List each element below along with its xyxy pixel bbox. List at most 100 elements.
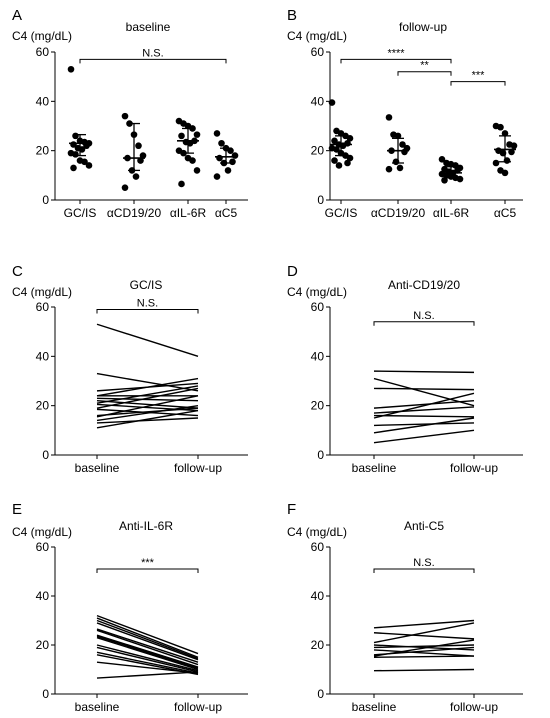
- panel-a-data-point: [121, 112, 129, 120]
- panel-e-y-tick-label: 0: [42, 687, 49, 701]
- panel-e-sig-bracket: [96, 568, 199, 574]
- panel-b-data-point: [501, 130, 509, 137]
- panel-e-ylabel: C4 (mg/dL): [12, 525, 72, 539]
- panel-f-x-tick-label: baseline: [352, 700, 397, 714]
- panel-f-subject-line: [373, 668, 475, 672]
- panel-b-x-tick-label: GC/IS: [325, 206, 358, 220]
- panel-f-y-tick-label: 0: [317, 687, 324, 701]
- panel-a-data-point: [139, 152, 147, 159]
- panel-d-subject-line: [373, 417, 475, 434]
- panel-a-data-point: [178, 132, 185, 140]
- panel-f-subject-line: [373, 655, 475, 658]
- panel-b-data-point: [394, 132, 402, 140]
- panel-c-subject-line: [96, 409, 199, 429]
- panel-f-subject-line: [373, 644, 475, 649]
- panel-b-data-point: [441, 176, 448, 184]
- panel-c-x-tick-label: follow-up: [174, 461, 222, 475]
- panel-f-subject-line: [373, 649, 475, 657]
- panel-b-data-point: [385, 165, 393, 173]
- panel-c-title: GC/IS: [130, 278, 163, 292]
- panel-d-subject-line: [373, 406, 475, 414]
- panel-a-sig-label: N.S.: [142, 47, 163, 59]
- panel-b-y-tick-label: 0: [317, 193, 324, 207]
- panel-a-plot: 0 20 40 60 GC/IS αCD19/20 αIL-6R αC5 N.S.: [36, 45, 248, 220]
- panel-e-subject-line: [96, 629, 199, 666]
- panel-e-title: Anti-IL-6R: [119, 519, 173, 533]
- panel-e-x-tick-label: baseline: [75, 700, 120, 714]
- panel-b-data-point: [510, 142, 518, 150]
- panel-f-y-tick-label: 20: [311, 638, 325, 652]
- panel-c-plot: 0 20 40 60 baseline follow-up N.S.: [36, 297, 248, 475]
- panel-b-data-point: [331, 157, 338, 164]
- panel-a-data-point: [189, 157, 196, 164]
- panel-d-subject-line: [373, 400, 475, 409]
- panel-d-y-tick-label: 60: [311, 300, 325, 314]
- panel-b-ylabel: C4 (mg/dL): [287, 29, 347, 43]
- panel-a-x-tick-label: GC/IS: [64, 206, 97, 220]
- panel-a-data-point: [72, 132, 79, 140]
- panel-c: C GC/IS C4 (mg/dL) 0 20 40 60 baseline follow…: [12, 263, 248, 475]
- panel-f-sig-bracket: [373, 568, 475, 574]
- panel-a-data-point: [193, 131, 201, 138]
- panel-b-sig-bracket: [340, 58, 452, 64]
- panel-a-data-point: [67, 65, 75, 73]
- panel-f-x-tick-label: follow-up: [450, 700, 498, 714]
- panel-d: D Anti-CD19/20 C4 (mg/dL) 0 20 40 60 baselin…: [287, 263, 523, 475]
- panel-e-y-tick-label: 40: [36, 589, 50, 603]
- panel-d-subject-line: [373, 370, 475, 374]
- panel-f-plot: 0 20 40 60 baseline follow-up N.S.: [311, 540, 523, 714]
- panel-d-title: Anti-CD19/20: [388, 278, 460, 292]
- panel-a-data-point: [85, 162, 93, 169]
- panel-e-subject-line: [96, 636, 199, 671]
- panel-a-data-point: [229, 158, 236, 166]
- panel-c-subject-line: [96, 404, 199, 422]
- panel-a-data-point: [132, 173, 140, 180]
- panel-a-y-tick-label: 40: [36, 94, 50, 108]
- panel-c-subject-line: [96, 407, 199, 417]
- panel-e-subject-line: [96, 622, 199, 661]
- panel-d-subject-line: [373, 377, 475, 407]
- panel-e-sig-label: ***: [141, 557, 155, 569]
- panel-c-subject-line: [96, 397, 199, 402]
- panel-a-data-point: [224, 167, 232, 174]
- panel-c-subject-line: [96, 387, 199, 409]
- panel-a-x-tick-label: αIL-6R: [170, 206, 207, 220]
- panel-b-data-point: [396, 164, 404, 172]
- panel-a-sig-bracket: [79, 58, 227, 64]
- panel-c-x-tick-label: baseline: [75, 461, 120, 475]
- panel-f-subject-line: [373, 619, 475, 629]
- panel-a-data-point: [70, 164, 77, 172]
- panel-c-subject-line: [96, 395, 199, 418]
- panel-a-data-point: [193, 167, 201, 174]
- panel-c-ylabel: C4 (mg/dL): [12, 285, 72, 299]
- panel-b-title: follow-up: [399, 20, 447, 34]
- panel-a-ylabel: C4 (mg/dL): [12, 29, 72, 43]
- panel-b-letter: B: [287, 7, 297, 24]
- panel-e-subject-line: [96, 661, 199, 674]
- panel-b-data-point: [346, 154, 354, 162]
- panel-a-data-point: [218, 139, 225, 147]
- panel-b-sig-bracket: [450, 81, 506, 86]
- panel-a-data-point: [72, 151, 79, 158]
- panel-d-sig-label: N.S.: [413, 310, 434, 322]
- panel-b-data-point: [333, 146, 340, 153]
- panel-b-data-point: [501, 169, 509, 177]
- panel-d-subject-line: [373, 392, 475, 419]
- panel-b-data-point: [335, 162, 343, 169]
- panel-a-y-tick-label: 20: [36, 144, 50, 158]
- panel-a-data-point: [213, 130, 221, 137]
- panel-a-x-tick-label: αCD19/20: [107, 206, 162, 220]
- panel-a: A baseline C4 (mg/dL) 0 20 40 60 GC/IS αCD19/…: [12, 7, 248, 220]
- panel-e-letter: E: [12, 501, 22, 518]
- panel-c-y-tick-label: 0: [42, 448, 49, 462]
- panel-f-ylabel: C4 (mg/dL): [287, 525, 347, 539]
- panel-b-data-point: [344, 159, 351, 167]
- panel-a-data-point: [213, 173, 221, 180]
- panel-b-data-point: [346, 135, 354, 142]
- panel-c-y-tick-label: 20: [36, 399, 50, 413]
- panel-c-subject-line: [96, 385, 199, 404]
- panel-e-subject-line: [96, 644, 199, 672]
- panel-f: F Anti-C5 C4 (mg/dL) 0 20 40 60 baseline foll…: [287, 501, 523, 714]
- panel-f-title: Anti-C5: [404, 519, 444, 533]
- panel-b-data-point: [399, 141, 406, 148]
